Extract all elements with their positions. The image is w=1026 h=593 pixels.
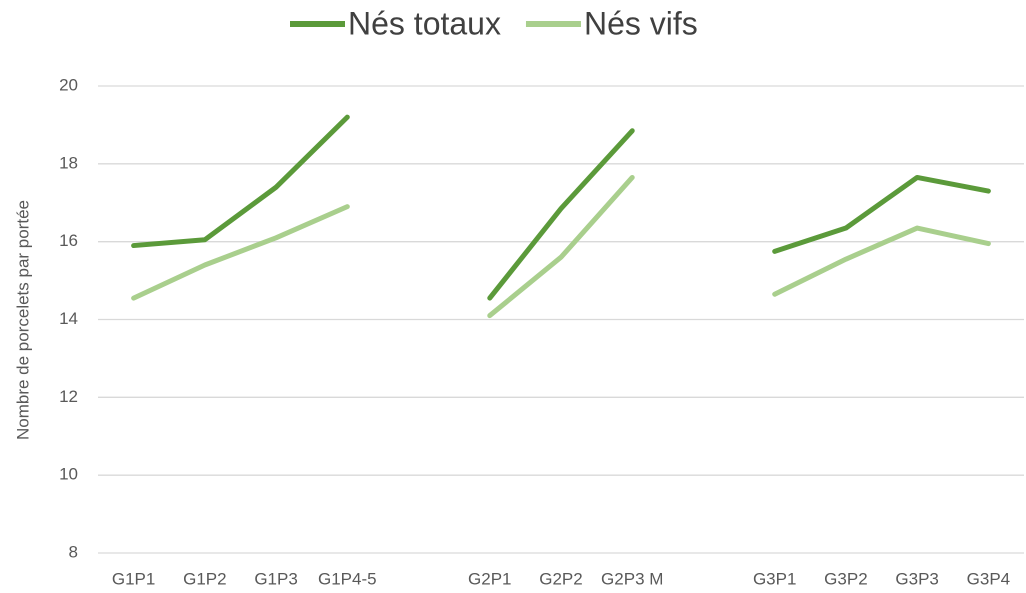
y-tick-label: 16	[59, 231, 78, 250]
y-tick-label: 14	[59, 309, 78, 328]
y-tick-label: 10	[59, 465, 78, 484]
x-tick-label: G2P2	[539, 569, 582, 588]
y-tick-label: 20	[59, 75, 78, 94]
x-tick-label: G2P1	[468, 569, 511, 588]
y-axis-label: Nombre de porcelets par portée	[13, 200, 32, 440]
series-line	[131, 114, 991, 301]
x-tick-label: G2P3 M	[601, 569, 663, 588]
x-tick-label: G1P1	[112, 569, 155, 588]
x-tick-label: G1P3	[254, 569, 297, 588]
x-tick-label: G3P2	[824, 569, 867, 588]
x-tick-label: G1P4-5	[318, 569, 377, 588]
x-tick-label: G1P2	[183, 569, 226, 588]
y-tick-label: 18	[59, 153, 78, 172]
x-tick-label: G3P1	[753, 569, 796, 588]
x-tick-label: G3P4	[967, 569, 1010, 588]
legend-label: Nés totaux	[348, 5, 501, 41]
y-tick-label: 12	[59, 387, 78, 406]
x-tick-label: G3P3	[895, 569, 938, 588]
y-tick-label: 8	[69, 542, 78, 561]
series-line	[131, 174, 991, 319]
legend-label: Nés vifs	[584, 5, 698, 41]
